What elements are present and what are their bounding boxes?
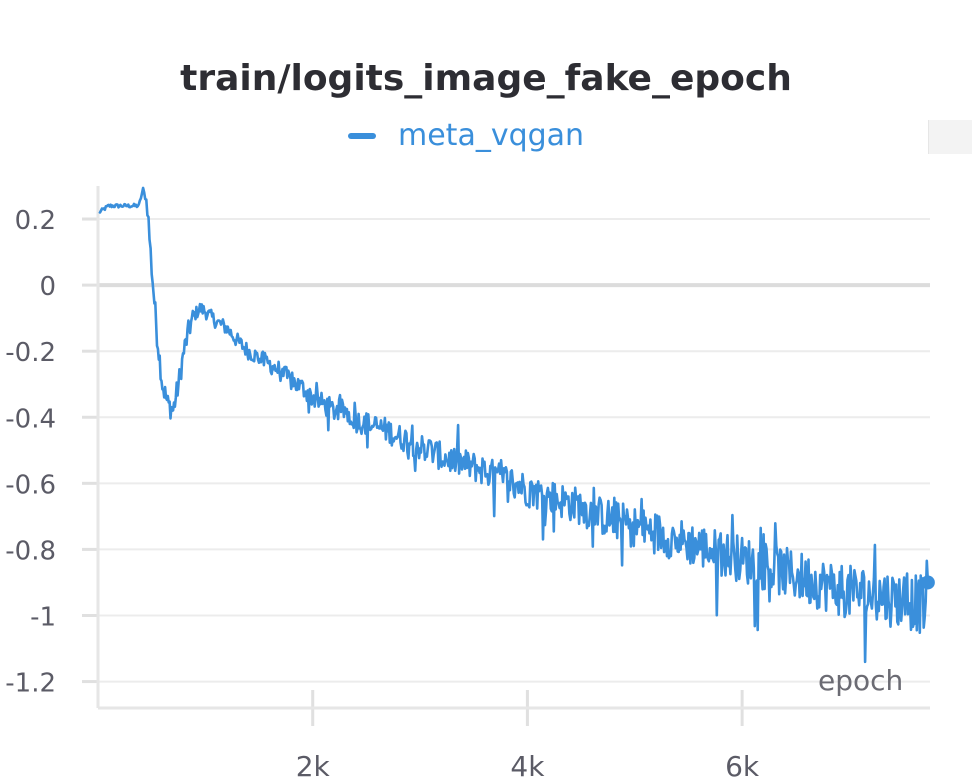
legend-swatch xyxy=(348,132,376,139)
series-end-point xyxy=(920,575,935,590)
y-tick-label: -1 xyxy=(30,602,56,632)
chart-title: train/logits_image_fake_epoch xyxy=(180,58,792,99)
panel-control-box[interactable] xyxy=(928,120,972,154)
y-tick-label: -1.2 xyxy=(5,669,56,699)
series-line-meta_vqgan xyxy=(98,186,930,664)
x-tick-label: 2k xyxy=(296,750,331,783)
y-tick-label: 0.2 xyxy=(15,206,56,236)
x-tick-label: 4k xyxy=(510,750,545,783)
x-axis-label: epoch xyxy=(818,664,903,697)
y-tick-label: -0.6 xyxy=(5,470,56,500)
legend-label: meta_vqgan xyxy=(398,118,585,153)
y-tick-label: -0.2 xyxy=(5,338,56,368)
x-tick-label: 6k xyxy=(725,750,760,783)
y-tick-label: 0 xyxy=(39,272,56,302)
y-tick-label: -0.4 xyxy=(5,404,56,434)
legend[interactable]: meta_vqgan xyxy=(348,118,584,153)
y-tick-label: -0.8 xyxy=(5,536,56,566)
